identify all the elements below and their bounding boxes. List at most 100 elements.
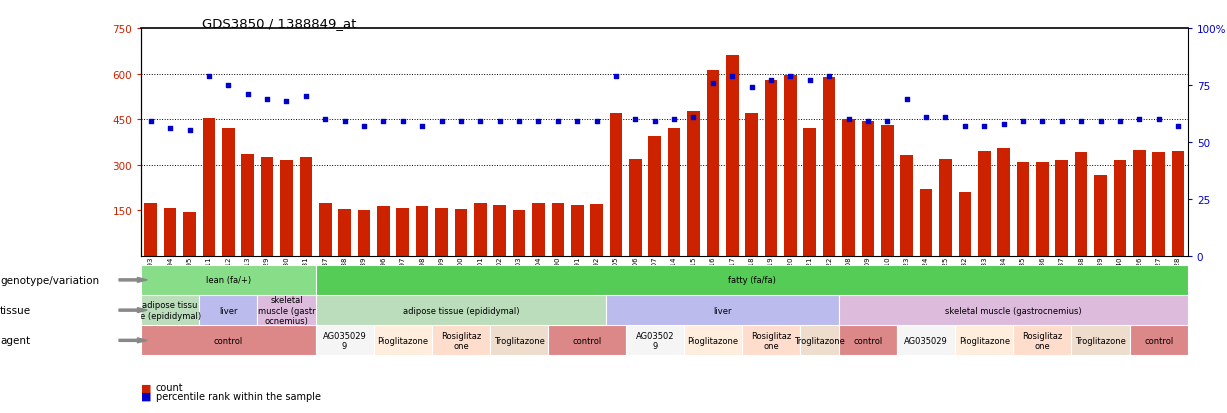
Bar <box>432 325 490 356</box>
Bar <box>920 190 933 256</box>
Bar <box>319 203 331 256</box>
Point <box>955 123 974 130</box>
Point <box>780 74 800 80</box>
Point <box>548 119 568 125</box>
Bar <box>687 112 699 256</box>
Point <box>703 80 723 87</box>
Point <box>587 119 606 125</box>
Bar <box>490 325 548 356</box>
Point <box>664 116 683 123</box>
Text: control: control <box>1144 336 1173 345</box>
Bar <box>978 152 990 256</box>
Bar <box>683 325 742 356</box>
Bar <box>958 192 971 256</box>
Bar <box>998 149 1010 256</box>
Text: count: count <box>156 382 184 392</box>
Bar <box>842 120 855 256</box>
Bar <box>183 212 196 256</box>
Point <box>1052 119 1071 125</box>
Point <box>839 116 859 123</box>
Point <box>1071 119 1091 125</box>
Text: Pioglitazone: Pioglitazone <box>377 336 428 345</box>
Point <box>238 91 258 98</box>
Bar <box>784 76 796 256</box>
Point <box>994 121 1014 128</box>
Point <box>179 128 199 134</box>
Bar <box>164 208 177 256</box>
Bar <box>222 129 234 256</box>
Text: GDS3850 / 1388849_at: GDS3850 / 1388849_at <box>202 17 357 29</box>
Bar <box>474 204 487 256</box>
Bar <box>416 207 428 256</box>
Bar <box>339 209 351 256</box>
Text: Rosiglitaz
one: Rosiglitaz one <box>751 331 791 350</box>
Point <box>742 85 762 91</box>
Bar <box>667 129 681 256</box>
Point <box>529 119 548 125</box>
Point <box>683 114 703 121</box>
Point <box>490 119 509 125</box>
Bar <box>1133 151 1146 256</box>
Text: agent: agent <box>0 335 31 346</box>
Bar <box>141 265 315 295</box>
Text: lean (fa/+): lean (fa/+) <box>206 276 250 285</box>
Text: ■: ■ <box>141 391 152 401</box>
Bar <box>1114 161 1126 256</box>
Bar <box>823 77 836 256</box>
Bar <box>141 295 199 325</box>
Bar <box>1094 176 1107 256</box>
Point <box>355 123 374 130</box>
Point <box>1168 123 1188 130</box>
Bar <box>901 156 913 256</box>
Bar <box>764 81 778 256</box>
Point <box>917 114 936 121</box>
Bar <box>358 211 371 256</box>
Bar <box>571 205 584 256</box>
Point <box>141 119 161 125</box>
Point <box>820 74 839 80</box>
Bar <box>533 204 545 256</box>
Point <box>199 74 218 80</box>
Text: control: control <box>572 336 601 345</box>
Point <box>897 96 917 102</box>
Bar <box>242 154 254 256</box>
Text: AG035029
9: AG035029 9 <box>323 331 367 350</box>
Bar <box>261 158 274 256</box>
Bar <box>939 159 952 256</box>
Point <box>373 119 393 125</box>
Bar <box>606 295 839 325</box>
Bar <box>551 203 564 256</box>
Point <box>393 119 412 125</box>
Text: AG035029: AG035029 <box>904 336 948 345</box>
Text: control: control <box>213 336 243 345</box>
Point <box>296 94 315 100</box>
Bar <box>258 295 315 325</box>
Point <box>258 96 277 102</box>
Point <box>412 123 432 130</box>
Bar <box>897 325 955 356</box>
Bar <box>493 205 506 256</box>
Bar <box>1017 162 1029 256</box>
Bar <box>141 325 315 356</box>
Point <box>626 116 645 123</box>
Point <box>1091 119 1110 125</box>
Text: liver: liver <box>713 306 731 315</box>
Point <box>936 114 956 121</box>
Bar <box>1071 325 1130 356</box>
Point <box>470 119 490 125</box>
Bar <box>1036 162 1049 256</box>
Text: adipose tissu
e (epididymal): adipose tissu e (epididymal) <box>140 301 201 320</box>
Point <box>1110 119 1130 125</box>
Bar <box>315 325 374 356</box>
Bar <box>1075 153 1087 256</box>
Bar <box>590 204 602 256</box>
Text: Troglitazone: Troglitazone <box>794 336 845 345</box>
Bar <box>315 295 606 325</box>
Point <box>335 119 355 125</box>
Bar <box>396 208 409 256</box>
Text: ■: ■ <box>141 382 152 392</box>
Point <box>432 119 452 125</box>
Bar <box>881 126 893 256</box>
Bar <box>726 56 739 256</box>
Bar <box>455 209 467 256</box>
